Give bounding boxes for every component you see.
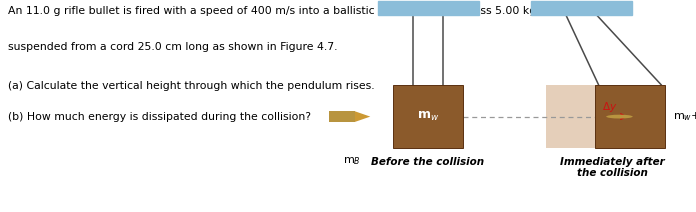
Text: m$_B$: m$_B$ — [342, 155, 361, 167]
Bar — [546, 85, 616, 148]
Bar — [377, 1, 479, 15]
Text: (a) Calculate the vertical height through which the pendulum rises.: (a) Calculate the vertical height throug… — [8, 81, 375, 91]
FancyBboxPatch shape — [393, 85, 463, 148]
FancyBboxPatch shape — [595, 85, 665, 148]
Text: m$_w$+ m$_B$: m$_w$+ m$_B$ — [673, 110, 696, 123]
Text: (b) How much energy is dissipated during the collision?: (b) How much energy is dissipated during… — [8, 112, 311, 122]
Text: Before the collision: Before the collision — [372, 157, 484, 167]
Text: suspended from a cord 25.0 cm long as shown in Figure 4.7.: suspended from a cord 25.0 cm long as sh… — [8, 42, 338, 52]
FancyBboxPatch shape — [329, 111, 355, 122]
Text: An 11.0 g rifle bullet is fired with a speed of 400 m/s into a ballistic pendulu: An 11.0 g rifle bullet is fired with a s… — [8, 6, 540, 16]
Polygon shape — [355, 111, 370, 122]
Bar — [530, 1, 631, 15]
Text: m$_w$: m$_w$ — [417, 110, 439, 123]
Text: Immediately after
the collision: Immediately after the collision — [560, 157, 665, 179]
Ellipse shape — [606, 115, 633, 119]
Text: $\mathit{\Delta y}$: $\mathit{\Delta y}$ — [602, 100, 617, 114]
